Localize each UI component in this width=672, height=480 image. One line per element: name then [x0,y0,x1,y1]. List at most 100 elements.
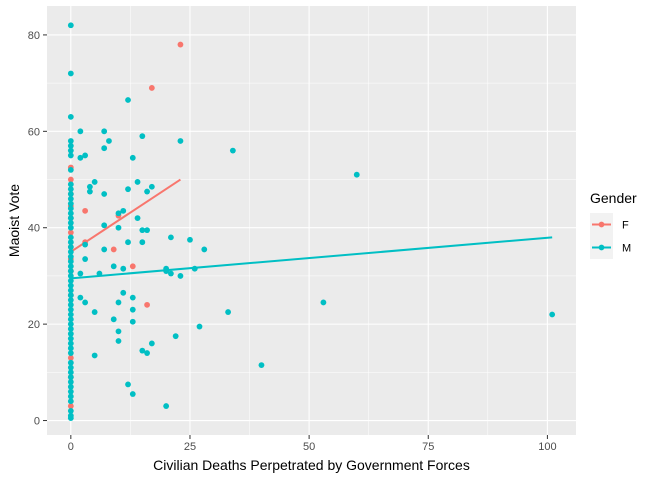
point-m [115,299,122,306]
point-m [67,234,74,241]
point-m [67,398,74,405]
point-m [110,263,117,270]
point-m [67,239,74,246]
point-m [120,289,127,296]
point-m [177,273,184,279]
point-m [67,388,74,395]
point-m [110,316,117,323]
point-m [67,415,74,422]
point-m [82,256,89,262]
point-m [67,350,74,356]
point-m [101,145,108,152]
point-m [67,166,74,173]
point-m [67,282,74,289]
x-axis-title: Civilian Deaths Perpetrated by Governmen… [153,457,470,473]
point-m [67,224,74,231]
point-m [67,383,74,390]
point-m [67,253,74,260]
point-m [67,326,74,332]
y-tick-label: 60 [28,126,40,138]
point-m [96,270,103,277]
point-m [67,220,74,226]
point-m [67,258,74,265]
legend-keys: FM [590,213,631,259]
x-tick-label: 75 [422,441,434,453]
point-m [67,205,74,212]
point-m [148,183,155,190]
point-m [125,186,131,193]
point-m [86,188,93,195]
point-m [67,22,74,29]
point-m [139,227,146,234]
point-m [168,270,174,277]
point-m [67,330,74,337]
point-m [101,222,108,229]
point-m [115,210,122,217]
point-m [163,268,170,275]
y-axis-ticks: 0 20 40 60 80 [28,30,47,428]
point-m [91,352,98,359]
point-m [115,338,122,344]
major-gridlines [47,6,576,435]
trend-line-m [70,236,553,280]
point-f [82,207,89,214]
point-m [139,347,146,354]
point-m [67,200,74,207]
legend-key-point [598,221,605,228]
point-m [148,340,155,347]
x-tick-label: 25 [184,441,196,453]
point-m [77,294,84,301]
point-f [129,263,136,270]
trend-line-f [70,178,181,253]
point-m [134,215,141,221]
point-f [67,176,74,183]
point-m [67,113,74,120]
point-f [67,229,74,236]
point-m [196,323,203,330]
point-m [229,147,236,154]
point-m [115,328,122,335]
point-m [67,138,74,144]
point-m [77,128,84,135]
point-m [82,152,89,159]
legend-title: Gender [590,190,637,206]
point-m [67,70,74,77]
point-m [353,171,360,178]
point-m [129,306,136,313]
point-m [67,407,74,414]
point-m [225,309,231,315]
point-m [91,179,98,185]
point-m [101,246,108,253]
point-m [201,246,208,253]
point-m [86,183,93,190]
point-m [144,188,150,195]
x-tick-label: 50 [303,441,315,453]
point-m [67,311,74,318]
point-m [67,297,74,303]
point-m [125,97,131,103]
point-m [129,391,136,397]
x-tick-label: 100 [538,441,556,453]
legend-key-point [598,244,605,251]
point-f [144,301,150,308]
point-m [168,234,174,241]
point-f [110,246,117,253]
point-m [67,345,74,352]
data-points [67,22,556,422]
point-m [67,364,74,371]
point-m [67,277,74,284]
point-m [67,335,74,342]
point-m [67,147,74,154]
point-m [125,381,131,388]
point-m [172,333,179,340]
point-f [177,41,184,48]
legend-label-m: M [622,243,631,255]
point-m [129,294,136,301]
point-m [67,152,74,159]
y-axis-title: Maoist Vote [6,184,22,257]
y-tick-label: 40 [28,223,40,235]
point-f [148,85,155,91]
y-tick-label: 0 [34,416,40,428]
point-m [67,248,74,255]
y-tick-label: 20 [28,319,40,331]
